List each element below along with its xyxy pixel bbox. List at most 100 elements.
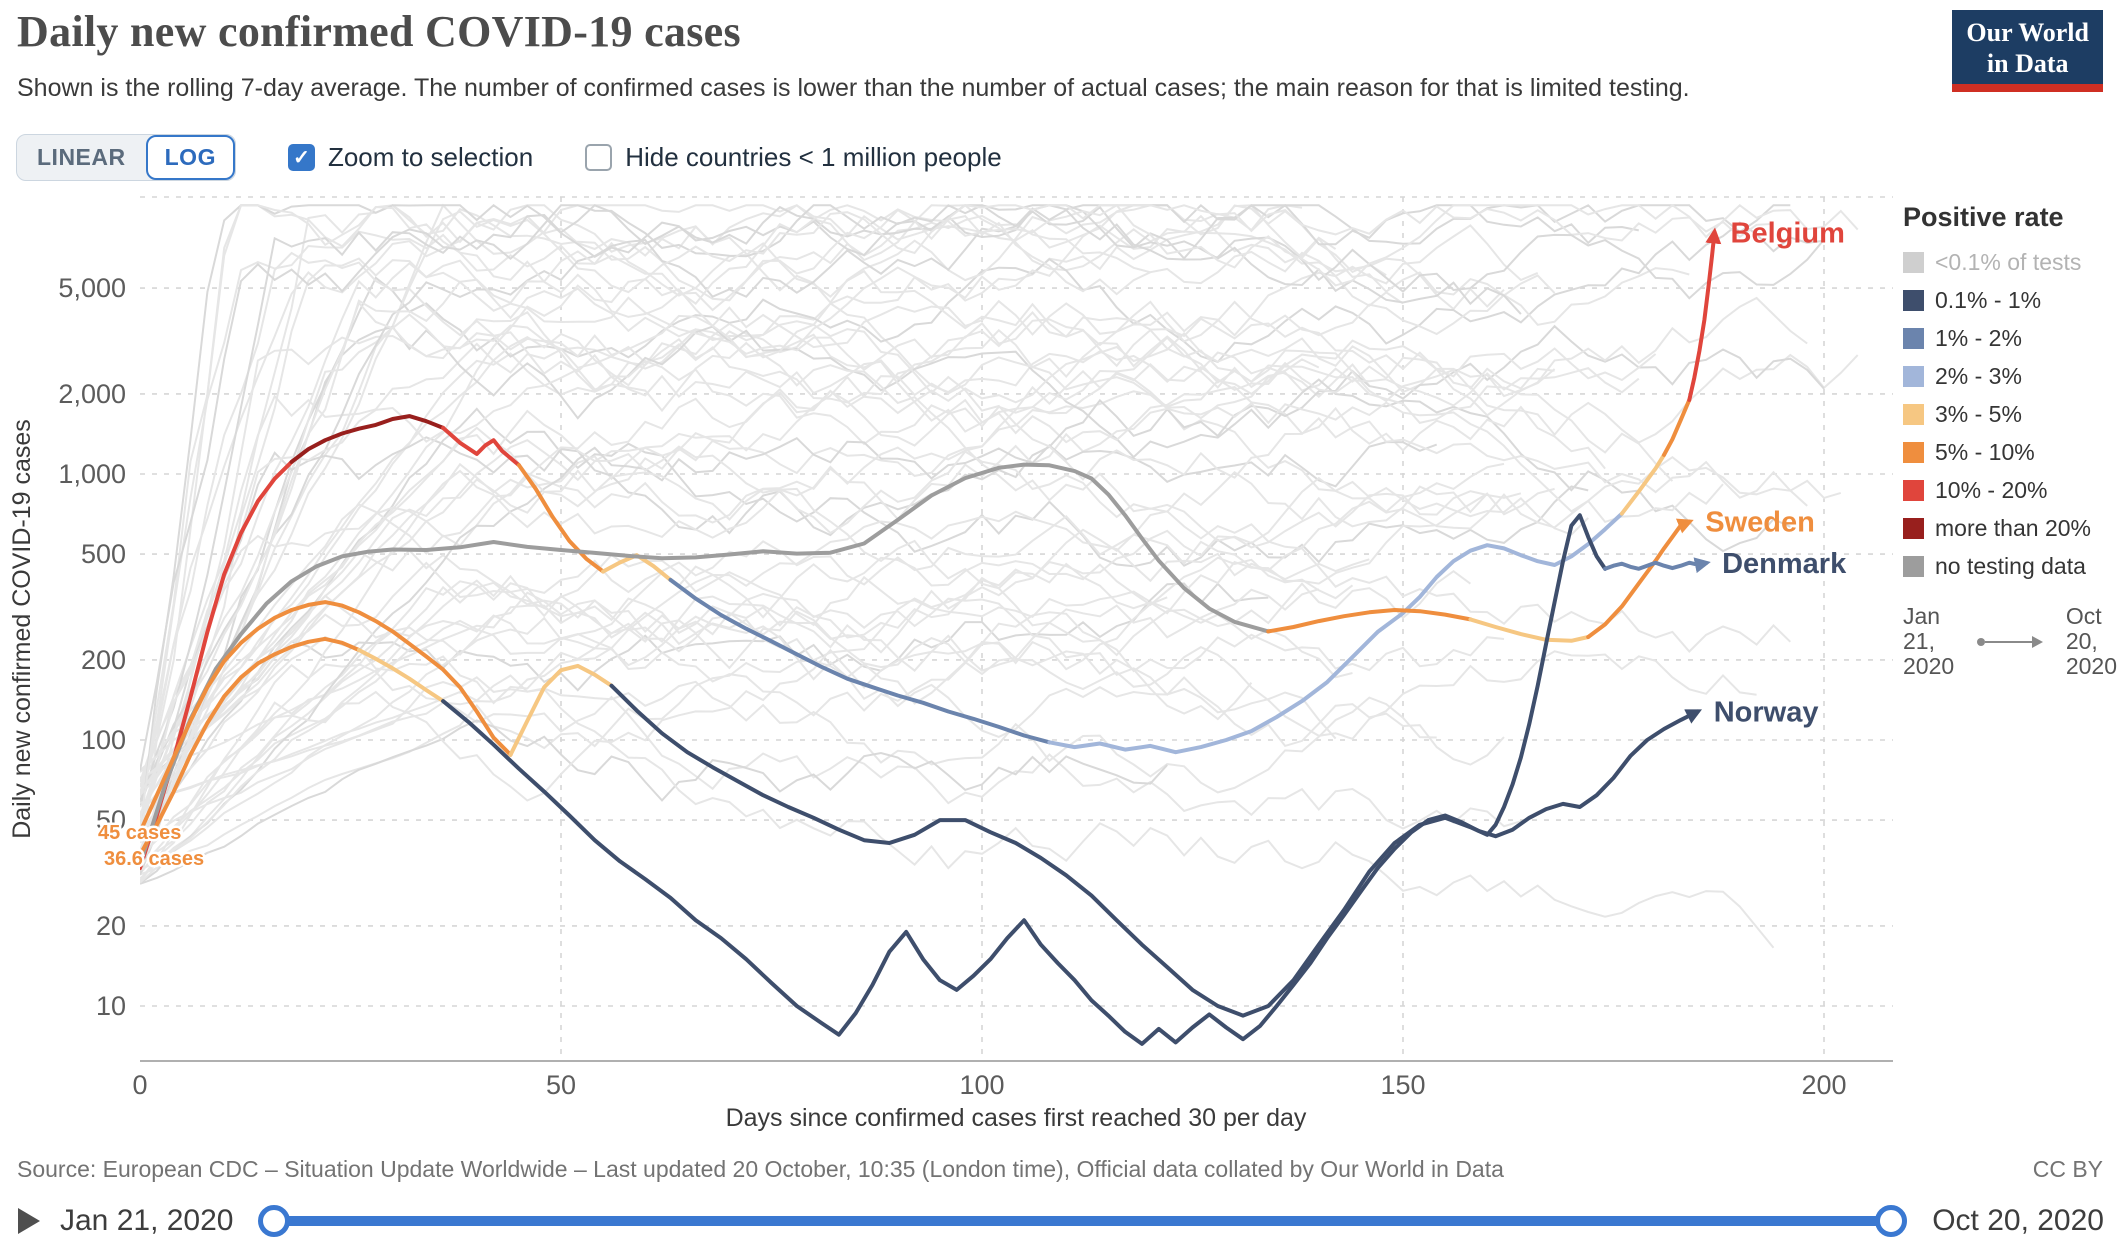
legend-swatch [1903,442,1924,463]
background-line [140,203,1859,825]
background-line [140,203,1791,806]
series-sweden[interactable] [1266,608,1473,634]
page-subtitle: Shown is the rolling 7-day average. The … [17,74,1690,102]
background-line [140,556,1354,884]
country-labels: Belgium Sweden Denmark Norway [1705,217,1847,728]
background-line [140,390,1589,786]
legend-entries: <0.1% of tests 0.1% - 1% 1% - 2% 2% - 3% 3% … [1903,249,2117,580]
background-line [140,569,1471,882]
owid-logo[interactable]: Our World in Data [1952,10,2103,92]
x-tick-label: 200 [1801,1070,1846,1100]
legend-entry[interactable]: 3% - 5% [1903,401,2117,428]
start-value-annotation: 45 cases [98,822,181,844]
x-axis-title: Days since confirmed cases first reached… [726,1104,1307,1132]
legend-entry-label: 1% - 2% [1935,325,2022,351]
log-button[interactable]: LOG [145,135,235,180]
timeline-end-date: Oct 20, 2020 [1932,1204,2104,1237]
series-denmark[interactable] [609,513,1608,1018]
legend-entry[interactable]: 1% - 2% [1903,325,2117,352]
slider-handle-start[interactable] [258,1205,291,1237]
legend-swatch [1903,290,1924,311]
source-text: Source: European CDC – Situation Update … [17,1156,1504,1182]
background-line [140,634,1757,863]
country-label-sweden[interactable]: Sweden [1705,507,1815,539]
hide-small-countries-checkbox[interactable]: Hide countries < 1 million people [585,142,1002,173]
legend-entry[interactable]: 10% - 20% [1903,477,2117,504]
series-norway[interactable] [140,636,361,857]
legend-entry[interactable]: no testing data [1903,553,2117,580]
zoom-to-selection-label: Zoom to selection [327,142,534,172]
legend-entry[interactable]: 5% - 10% [1903,439,2117,466]
background-line [140,483,1724,857]
background-line [140,358,1320,794]
series-belgium[interactable] [289,414,446,464]
series-belgium[interactable] [441,425,521,468]
checkbox-checked-icon: ✓ [287,144,315,171]
y-tick-label: 2,000 [58,379,126,409]
positive-rate-legend: Positive rate <0.1% of tests 0.1% - 1% 1% … [1903,202,2117,679]
legend-entry-label: 2% - 3% [1935,363,2022,389]
series-sweden[interactable] [140,462,1271,867]
series-denmark[interactable] [1603,557,1711,574]
background-line [140,582,1269,786]
series-denmark[interactable] [508,663,614,757]
legend-entry[interactable]: 0.1% - 1% [1903,287,2117,314]
series-belgium[interactable] [668,577,1052,745]
date-range-start: Jan 21, 2020 [1903,604,1954,679]
legend-swatch [1903,328,1924,349]
y-tick-label: 200 [81,645,126,675]
background-line [140,204,1825,771]
country-label-belgium[interactable]: Belgium [1731,217,1845,249]
background-line [140,210,1404,851]
linear-button[interactable]: LINEAR [17,135,146,180]
legend-entry-label: no testing data [1935,553,2086,579]
series-denmark[interactable] [140,600,513,835]
series-belgium[interactable] [1687,227,1722,402]
series-belgium[interactable] [1619,452,1666,516]
x-tick-label: 150 [1380,1070,1425,1100]
legend-entry-label: 10% - 20% [1935,477,2048,503]
background-line [140,618,1505,792]
series-belgium[interactable] [516,463,606,574]
country-label-denmark[interactable]: Denmark [1722,548,1847,580]
date-range-arrow-icon [1977,635,2043,648]
background-line [140,204,1303,871]
legend-swatch [1903,366,1924,387]
play-button[interactable] [16,1206,42,1236]
country-label-norway[interactable]: Norway [1714,696,1819,728]
start-value-annotation: 36.6 cases [104,848,204,870]
legend-entry[interactable]: <0.1% of tests [1903,249,2117,276]
series-sweden[interactable] [1468,617,1591,643]
series-norway[interactable] [441,699,1702,1046]
x-tick-label: 0 [132,1070,147,1100]
hide-small-countries-label: Hide countries < 1 million people [625,142,1002,172]
owid-logo-line2: in Data [1986,49,2069,78]
plot-area[interactable] [140,197,1893,1061]
timeline-bar: Jan 21, 2020 Oct 20, 2020 [0,1196,2120,1246]
zoom-to-selection-checkbox[interactable]: ✓ Zoom to selection [287,142,534,173]
date-range-line: Oct [2065,603,2102,629]
background-line [140,662,1522,882]
background-line [140,314,1555,826]
series-belgium[interactable] [1662,397,1692,457]
background-line [140,204,1539,828]
background-line [140,302,1859,831]
legend-entry-label: 0.1% - 1% [1935,287,2042,313]
y-tick-label: 1,000 [58,459,126,489]
legend-entry[interactable]: 2% - 3% [1903,363,2117,390]
legend-entry[interactable]: more than 20% [1903,515,2117,542]
license-label[interactable]: CC BY [2032,1156,2103,1182]
y-tick-label: 5,000 [58,273,126,303]
owid-logo-line1: Our World [1966,18,2089,47]
y-tick-label: 500 [81,539,126,569]
source-row: Source: European CDC – Situation Update … [0,1156,2120,1183]
slider-track[interactable] [263,1216,1903,1226]
legend-date-range: Jan 21, 2020 Oct 20, 2020 [1903,604,2117,679]
slider-handle-end[interactable] [1875,1205,1908,1237]
chart-controls: LINEAR LOG ✓ Zoom to selection Hide coun… [16,134,1002,181]
series-norway[interactable] [356,648,446,704]
background-line [140,230,1657,797]
timeline-slider[interactable] [258,1202,1908,1240]
series-belgium[interactable] [1047,511,1624,755]
